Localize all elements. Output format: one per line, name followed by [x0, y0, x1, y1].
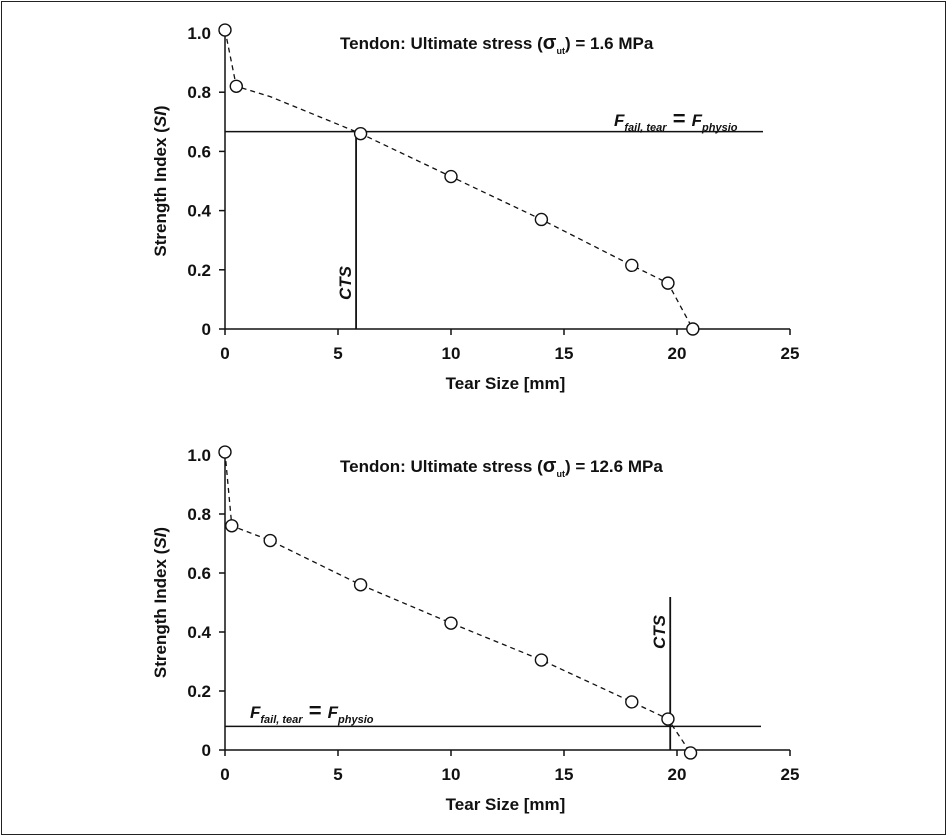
y-axis-label-italic: SI	[151, 110, 170, 127]
y-axis-label-suffix: )	[151, 527, 170, 533]
x-tick-label: 20	[668, 765, 687, 784]
threshold-label-f2: F	[328, 703, 339, 722]
threshold-label-f: F	[614, 111, 625, 130]
data-point	[661, 276, 675, 290]
threshold-label-f2: F	[692, 111, 703, 130]
y-axis-label-prefix: Strength Index (	[151, 548, 170, 678]
y-tick-label: 1.0	[187, 446, 211, 465]
data-point	[229, 79, 244, 93]
series-line	[224, 29, 694, 330]
chart-title-subscript: ut	[556, 46, 565, 56]
data-point	[218, 445, 232, 459]
data-point	[353, 126, 368, 141]
x-axis-label: Tear Size [mm]	[446, 374, 566, 393]
threshold-label: Ffail, tear = Fphysio	[614, 106, 738, 134]
cts-label: CTS	[336, 265, 355, 300]
x-tick-label: 25	[781, 765, 800, 784]
data-point	[444, 616, 458, 630]
threshold-label-sub-left: fail, tear	[624, 122, 667, 134]
y-tick-label: 0.6	[187, 142, 211, 161]
data-point	[225, 519, 239, 533]
y-axis-label: Strength Index (SI)	[151, 105, 170, 256]
data-point	[661, 712, 675, 726]
y-tick-label: 0.4	[187, 202, 211, 221]
threshold-label-sub-left: fail, tear	[260, 714, 303, 726]
y-tick-label: 0	[202, 320, 211, 339]
threshold-label-sub-right: physio	[337, 714, 374, 726]
threshold-label-equals: =	[667, 106, 692, 131]
x-tick-label: 5	[333, 765, 342, 784]
y-tick-label: 0.6	[187, 564, 211, 583]
data-point	[686, 322, 700, 336]
y-axis-label-suffix: )	[151, 105, 170, 111]
data-point	[625, 695, 639, 709]
x-tick-label: 20	[668, 344, 687, 363]
y-tick-label: 0.4	[187, 623, 211, 642]
series-line	[224, 452, 692, 754]
x-tick-label: 0	[220, 344, 229, 363]
x-tick-label: 10	[442, 765, 461, 784]
chart-title-sigma: σ	[543, 455, 557, 477]
chart-title-sigma: σ	[543, 32, 557, 54]
x-axis-label: Tear Size [mm]	[446, 795, 566, 814]
data-point	[625, 258, 639, 273]
y-axis-label-italic: SI	[151, 531, 170, 548]
data-point	[683, 746, 698, 760]
cts-label: CTS	[650, 614, 669, 649]
threshold-label-f: F	[250, 703, 261, 722]
x-tick-label: 15	[555, 765, 574, 784]
chart-title-prefix: Tendon: Ultimate stress (	[340, 34, 543, 53]
x-tick-label: 5	[333, 344, 342, 363]
threshold-label-sub-right: physio	[701, 122, 738, 134]
y-tick-label: 0.8	[187, 505, 211, 524]
data-point	[218, 23, 232, 37]
chart-title: Tendon: Ultimate stress (σut) = 1.6 MPa	[340, 32, 654, 56]
y-tick-label: 0.2	[187, 261, 211, 280]
data-point	[353, 578, 368, 592]
y-tick-label: 0	[202, 741, 211, 760]
chart-title-subscript: ut	[556, 469, 565, 479]
threshold-label: Ffail, tear = Fphysio	[250, 698, 374, 726]
y-axis-label: Strength Index (SI)	[151, 527, 170, 678]
chart-title-suffix: ) = 12.6 MPa	[565, 457, 663, 476]
data-point	[263, 533, 277, 548]
x-tick-label: 0	[220, 765, 229, 784]
data-point	[534, 212, 549, 227]
chart-title-suffix: ) = 1.6 MPa	[565, 34, 654, 53]
chart-panel-2: 0 5 10 15 20 25 0 0.2 0.4 0.6 0.8 1.0 Tear Size [mm]…	[151, 445, 800, 814]
chart-title-prefix: Tendon: Ultimate stress (	[340, 457, 543, 476]
y-axis-label-prefix: Strength Index (	[151, 127, 170, 257]
chart-title: Tendon: Ultimate stress (σut) = 12.6 MPa	[340, 455, 663, 479]
y-tick-label: 0.2	[187, 682, 211, 701]
x-tick-label: 10	[442, 344, 461, 363]
y-tick-label: 1.0	[187, 24, 211, 43]
threshold-label-equals: =	[303, 698, 328, 723]
data-point	[444, 169, 458, 184]
x-tick-label: 25	[781, 344, 800, 363]
data-point	[534, 653, 549, 667]
chart-panel-1: 0 5 10 15 20 25 0 0.2 0.4 0.6 0.8 1.0 Tear Size [mm]…	[151, 23, 800, 393]
y-tick-label: 0.8	[187, 83, 211, 102]
x-tick-label: 15	[555, 344, 574, 363]
